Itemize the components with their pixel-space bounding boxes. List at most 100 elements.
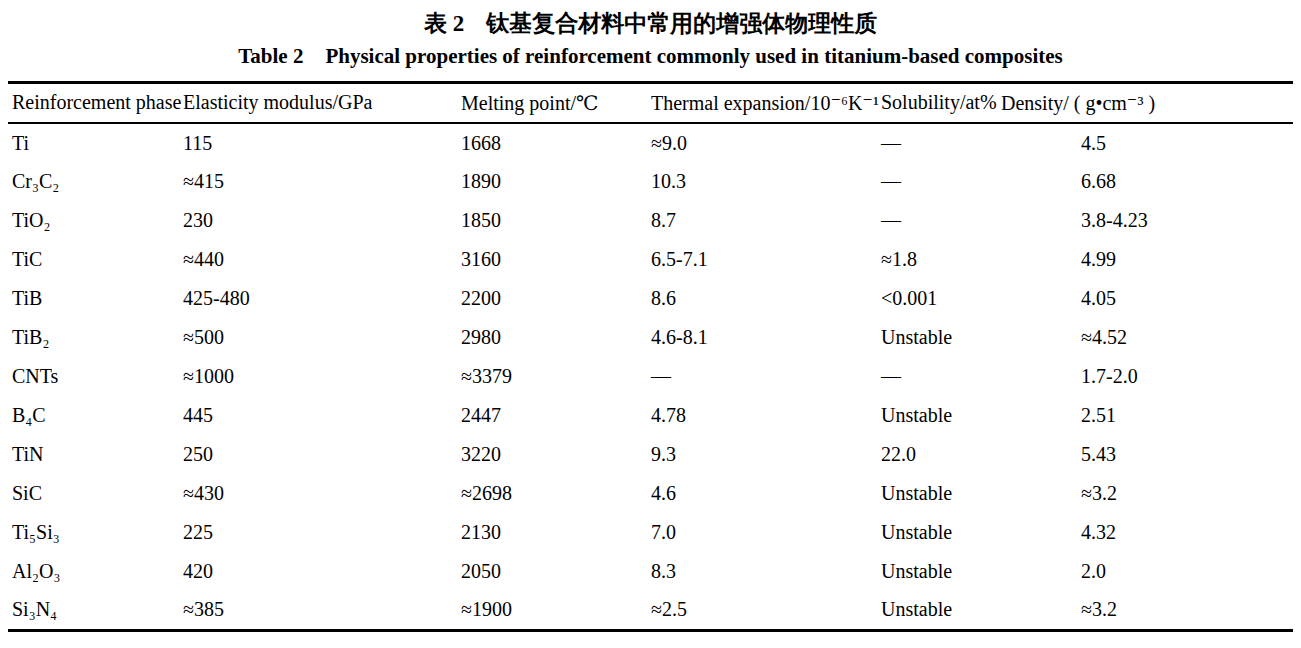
cell-solubility: 22.0 bbox=[881, 435, 1001, 474]
table-caption-en: Table 2 Physical properties of reinforcem… bbox=[0, 44, 1301, 68]
table-row: TiB425-48022008.6<0.0014.05 bbox=[8, 279, 1293, 318]
cell-melting-point: 2980 bbox=[461, 318, 651, 357]
cell-reinforcement-phase: TiB₂ bbox=[8, 318, 183, 357]
cell-density: 1.7-2.0 bbox=[1001, 357, 1293, 396]
cell-elasticity-modulus: 425-480 bbox=[183, 279, 461, 318]
cell-melting-point: 3220 bbox=[461, 435, 651, 474]
cell-solubility: Unstable bbox=[881, 318, 1001, 357]
cell-elasticity-modulus: ≈415 bbox=[183, 162, 461, 201]
table-caption-en-label: Table 2 bbox=[238, 44, 303, 68]
cell-reinforcement-phase: CNTs bbox=[8, 357, 183, 396]
table-row: Ti₅Si₃22521307.0Unstable4.32 bbox=[8, 513, 1293, 552]
cell-thermal-expansion: 9.3 bbox=[651, 435, 881, 474]
table-row: B₄C44524474.78Unstable2.51 bbox=[8, 396, 1293, 435]
cell-reinforcement-phase: Al₂O₃ bbox=[8, 552, 183, 591]
cell-thermal-expansion: 4.6-8.1 bbox=[651, 318, 881, 357]
cell-density: ≈3.2 bbox=[1001, 591, 1293, 630]
properties-table: Reinforcement phaseElasticity modulus/GP… bbox=[8, 81, 1293, 632]
cell-thermal-expansion: 10.3 bbox=[651, 162, 881, 201]
cell-melting-point: 2447 bbox=[461, 396, 651, 435]
cell-density: 2.0 bbox=[1001, 552, 1293, 591]
cell-elasticity-modulus: ≈500 bbox=[183, 318, 461, 357]
cell-solubility: — bbox=[881, 162, 1001, 201]
cell-melting-point: 3160 bbox=[461, 240, 651, 279]
cell-elasticity-modulus: ≈430 bbox=[183, 474, 461, 513]
table-row: TiC≈44031606.5-7.1≈1.84.99 bbox=[8, 240, 1293, 279]
cell-melting-point: 1668 bbox=[461, 123, 651, 162]
table-row: TiO₂23018508.7—3.8-4.23 bbox=[8, 201, 1293, 240]
cell-thermal-expansion: 6.5-7.1 bbox=[651, 240, 881, 279]
cell-thermal-expansion: 8.7 bbox=[651, 201, 881, 240]
cell-solubility: — bbox=[881, 201, 1001, 240]
cell-reinforcement-phase: TiO₂ bbox=[8, 201, 183, 240]
cell-reinforcement-phase: Cr₃C₂ bbox=[8, 162, 183, 201]
cell-density: 4.5 bbox=[1001, 123, 1293, 162]
cell-density: 4.05 bbox=[1001, 279, 1293, 318]
cell-melting-point: 2050 bbox=[461, 552, 651, 591]
table-caption-zh-label: 表 2 bbox=[424, 11, 464, 36]
cell-density: 5.43 bbox=[1001, 435, 1293, 474]
cell-reinforcement-phase: TiB bbox=[8, 279, 183, 318]
document-page: 表 2 钛基复合材料中常用的增强体物理性质 Table 2 Physical pro… bbox=[0, 0, 1301, 648]
cell-melting-point: ≈1900 bbox=[461, 591, 651, 630]
table-row: Ti1151668≈9.0—4.5 bbox=[8, 123, 1293, 162]
cell-elasticity-modulus: ≈385 bbox=[183, 591, 461, 630]
table-caption-zh: 表 2 钛基复合材料中常用的增强体物理性质 bbox=[0, 0, 1301, 37]
cell-elasticity-modulus: 225 bbox=[183, 513, 461, 552]
column-header-thermal-expansion: Thermal expansion/10⁻⁶K⁻¹ bbox=[651, 82, 881, 123]
cell-elasticity-modulus: 230 bbox=[183, 201, 461, 240]
cell-density: ≈3.2 bbox=[1001, 474, 1293, 513]
cell-thermal-expansion: 4.78 bbox=[651, 396, 881, 435]
cell-thermal-expansion: 4.6 bbox=[651, 474, 881, 513]
cell-melting-point: ≈2698 bbox=[461, 474, 651, 513]
cell-melting-point: 1850 bbox=[461, 201, 651, 240]
cell-melting-point: ≈3379 bbox=[461, 357, 651, 396]
cell-reinforcement-phase: SiC bbox=[8, 474, 183, 513]
cell-solubility: Unstable bbox=[881, 552, 1001, 591]
column-header-reinforcement-phase: Reinforcement phase bbox=[8, 82, 183, 123]
column-header-density: Density/ ( g•cm⁻³ ) bbox=[1001, 82, 1293, 123]
cell-reinforcement-phase: TiN bbox=[8, 435, 183, 474]
cell-elasticity-modulus: 445 bbox=[183, 396, 461, 435]
cell-reinforcement-phase: Ti bbox=[8, 123, 183, 162]
cell-density: 6.68 bbox=[1001, 162, 1293, 201]
cell-solubility: Unstable bbox=[881, 396, 1001, 435]
table-caption-en-title: Physical properties of reinforcement com… bbox=[325, 44, 1062, 68]
cell-solubility: Unstable bbox=[881, 474, 1001, 513]
cell-solubility: — bbox=[881, 123, 1001, 162]
cell-density: 3.8-4.23 bbox=[1001, 201, 1293, 240]
cell-melting-point: 2130 bbox=[461, 513, 651, 552]
cell-reinforcement-phase: TiC bbox=[8, 240, 183, 279]
cell-solubility: Unstable bbox=[881, 513, 1001, 552]
cell-solubility: ≈1.8 bbox=[881, 240, 1001, 279]
table-row: TiB₂≈50029804.6-8.1Unstable≈4.52 bbox=[8, 318, 1293, 357]
cell-elasticity-modulus: ≈1000 bbox=[183, 357, 461, 396]
cell-thermal-expansion: ≈2.5 bbox=[651, 591, 881, 630]
table-row: Al₂O₃42020508.3Unstable2.0 bbox=[8, 552, 1293, 591]
cell-thermal-expansion: — bbox=[651, 357, 881, 396]
cell-density: ≈4.52 bbox=[1001, 318, 1293, 357]
cell-melting-point: 1890 bbox=[461, 162, 651, 201]
table-caption-zh-title: 钛基复合材料中常用的增强体物理性质 bbox=[486, 11, 877, 36]
cell-solubility: — bbox=[881, 357, 1001, 396]
cell-thermal-expansion: 7.0 bbox=[651, 513, 881, 552]
cell-solubility: <0.001 bbox=[881, 279, 1001, 318]
cell-reinforcement-phase: B₄C bbox=[8, 396, 183, 435]
cell-elasticity-modulus: ≈440 bbox=[183, 240, 461, 279]
cell-elasticity-modulus: 250 bbox=[183, 435, 461, 474]
table-row: TiN25032209.322.05.43 bbox=[8, 435, 1293, 474]
cell-thermal-expansion: 8.3 bbox=[651, 552, 881, 591]
column-header-solubility: Solubility/at% bbox=[881, 82, 1001, 123]
cell-density: 2.51 bbox=[1001, 396, 1293, 435]
table-row: Cr₃C₂≈415189010.3—6.68 bbox=[8, 162, 1293, 201]
table-row: Si₃N₄≈385≈1900≈2.5Unstable≈3.2 bbox=[8, 591, 1293, 630]
cell-solubility: Unstable bbox=[881, 591, 1001, 630]
table-header-row: Reinforcement phaseElasticity modulus/GP… bbox=[8, 82, 1293, 123]
cell-elasticity-modulus: 420 bbox=[183, 552, 461, 591]
cell-reinforcement-phase: Ti₅Si₃ bbox=[8, 513, 183, 552]
cell-density: 4.99 bbox=[1001, 240, 1293, 279]
cell-thermal-expansion: 8.6 bbox=[651, 279, 881, 318]
cell-thermal-expansion: ≈9.0 bbox=[651, 123, 881, 162]
cell-melting-point: 2200 bbox=[461, 279, 651, 318]
table-row: SiC≈430≈26984.6Unstable≈3.2 bbox=[8, 474, 1293, 513]
